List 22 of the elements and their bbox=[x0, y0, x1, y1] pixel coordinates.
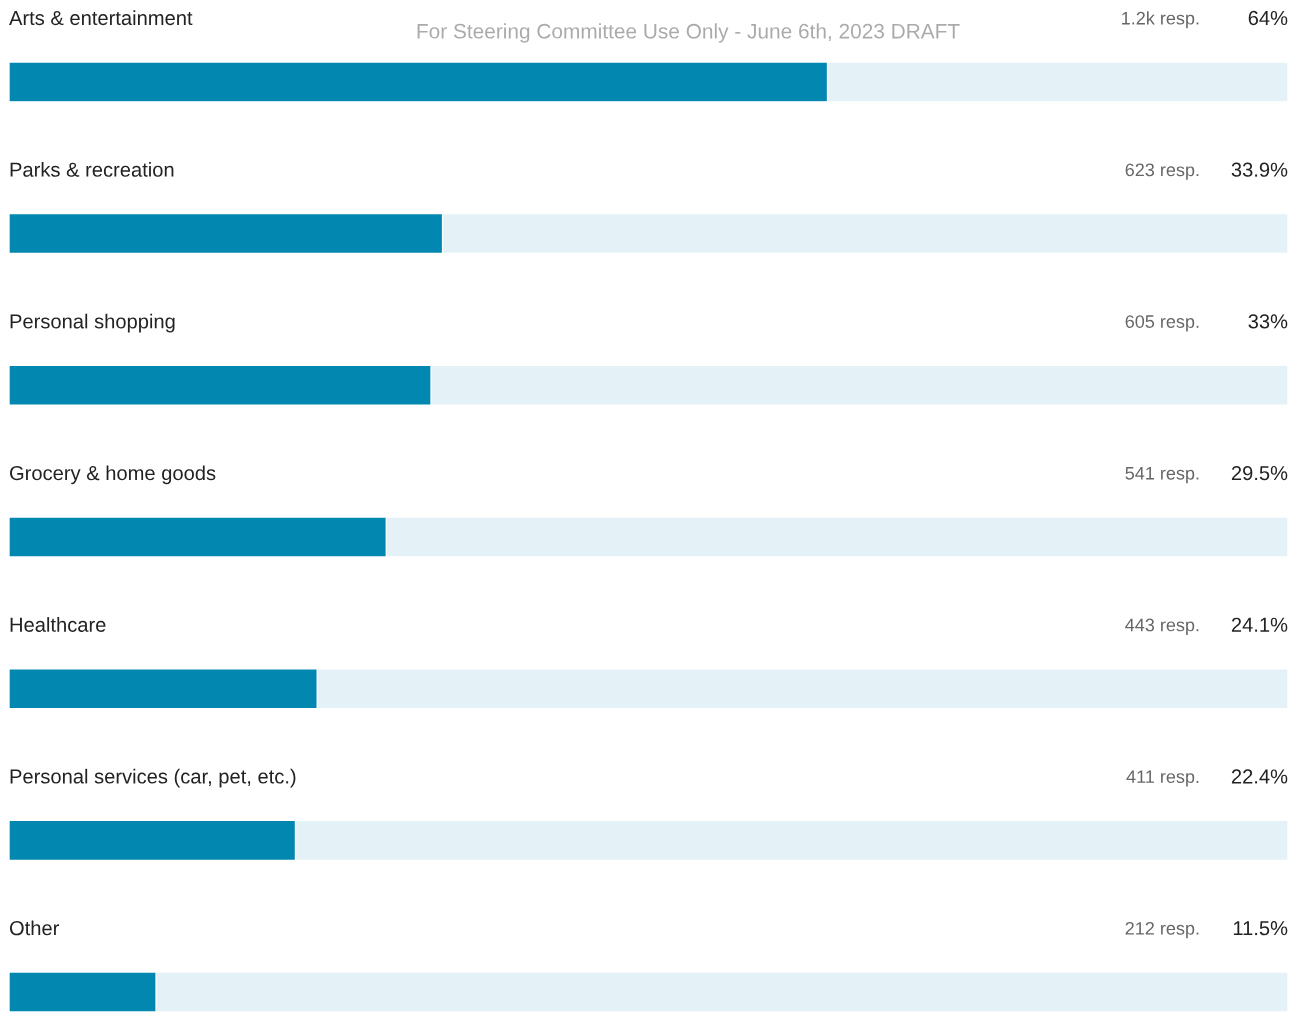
y-tick-label: Other bbox=[9, 920, 60, 936]
data-label: 33.9% bbox=[1231, 162, 1288, 177]
y-tick-label: Grocery & home goods bbox=[10, 465, 216, 485]
y-tick-label: Personal shopping bbox=[10, 313, 175, 333]
data-label: 22.4% bbox=[1231, 769, 1288, 784]
y-tick-label: Healthcare bbox=[10, 617, 106, 632]
annotation: 212 resp. bbox=[1125, 921, 1199, 939]
y-tick-label: Parks & recreation bbox=[10, 162, 174, 177]
annotation: 411 resp. bbox=[1126, 770, 1199, 787]
data-label: 33% bbox=[1248, 314, 1288, 329]
data-label: 29.5% bbox=[1231, 465, 1288, 481]
data-label: 24.1% bbox=[1231, 617, 1288, 632]
annotation: 541 resp. bbox=[1125, 467, 1199, 484]
annotation: 443 resp. bbox=[1125, 618, 1199, 635]
annotation: 623 resp. bbox=[1125, 163, 1199, 180]
annotation: For Steering Committee Use Only - June 6th, 2023 DRAFT bbox=[417, 23, 960, 43]
annotation: 1.2k resp. bbox=[1122, 11, 1199, 29]
data-label: 11.5% bbox=[1233, 921, 1288, 936]
y-tick-label: Personal services (car, pet, etc.) bbox=[10, 768, 296, 788]
data-label: 64% bbox=[1248, 10, 1288, 26]
annotation: 605 resp. bbox=[1125, 315, 1199, 332]
y-tick-label: Arts & entertainment bbox=[9, 10, 193, 26]
